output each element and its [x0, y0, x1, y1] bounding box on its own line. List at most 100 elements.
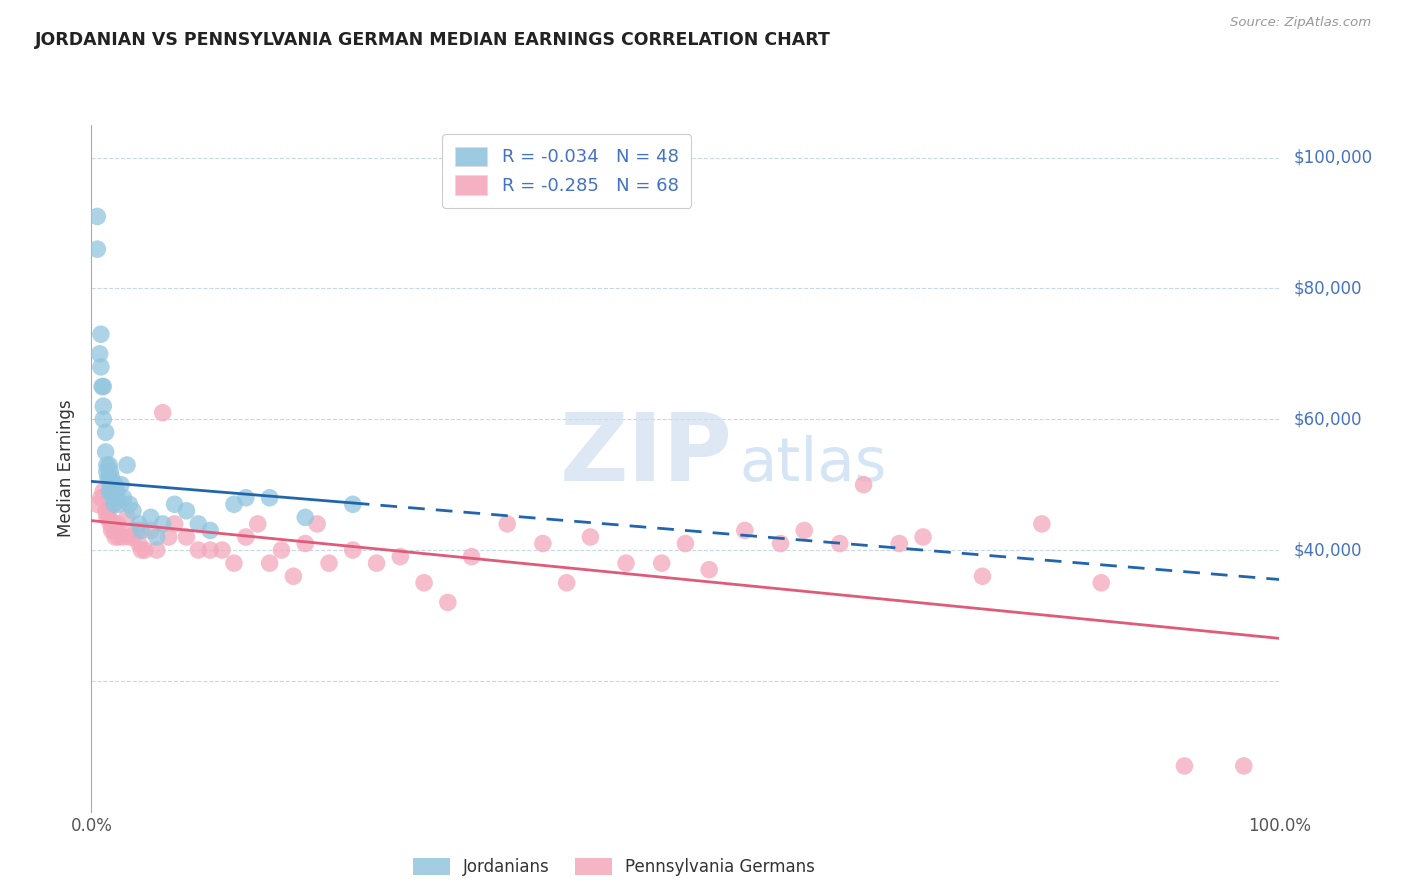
- Point: [129, 524, 152, 538]
- Point: [222, 497, 245, 511]
- Point: [734, 524, 756, 538]
- Point: [235, 491, 257, 505]
- Point: [90, 491, 112, 505]
- Point: [91, 399, 114, 413]
- Point: [118, 530, 141, 544]
- Point: [107, 491, 129, 505]
- Point: [118, 497, 141, 511]
- Point: [94, 504, 117, 518]
- Point: [100, 516, 122, 531]
- Point: [90, 359, 112, 374]
- Point: [793, 524, 815, 538]
- Point: [101, 516, 124, 531]
- Text: JORDANIAN VS PENNSYLVANIA GERMAN MEDIAN EARNINGS CORRELATION CHART: JORDANIAN VS PENNSYLVANIA GERMAN MEDIAN …: [35, 31, 831, 49]
- Point: [86, 497, 108, 511]
- Point: [104, 491, 127, 505]
- Point: [1031, 516, 1053, 531]
- Point: [389, 549, 412, 564]
- Point: [91, 484, 114, 499]
- Point: [614, 556, 637, 570]
- Point: [187, 516, 209, 531]
- Legend: Jordanians, Pennsylvania Germans: Jordanians, Pennsylvania Germans: [406, 851, 821, 882]
- Text: ZIP: ZIP: [560, 409, 733, 500]
- Point: [107, 497, 129, 511]
- Point: [100, 471, 122, 485]
- Point: [91, 412, 114, 426]
- Point: [115, 458, 138, 472]
- Y-axis label: Median Earnings: Median Earnings: [58, 400, 76, 537]
- Point: [1173, 759, 1195, 773]
- Point: [122, 504, 145, 518]
- Point: [105, 524, 128, 538]
- Point: [103, 524, 125, 538]
- Point: [579, 530, 602, 544]
- Point: [259, 491, 281, 505]
- Point: [98, 471, 121, 485]
- Point: [97, 471, 120, 485]
- Point: [911, 530, 934, 544]
- Point: [889, 536, 911, 550]
- Text: $60,000: $60,000: [1294, 410, 1362, 428]
- Point: [972, 569, 994, 583]
- Point: [145, 543, 167, 558]
- Point: [91, 379, 114, 393]
- Point: [187, 543, 209, 558]
- Point: [112, 491, 135, 505]
- Point: [98, 484, 121, 499]
- Point: [294, 536, 316, 550]
- Point: [342, 543, 364, 558]
- Point: [163, 516, 186, 531]
- Point: [101, 477, 124, 491]
- Point: [112, 530, 135, 544]
- Point: [211, 543, 233, 558]
- Point: [152, 406, 174, 420]
- Point: [94, 425, 117, 440]
- Point: [129, 543, 152, 558]
- Text: $80,000: $80,000: [1294, 279, 1362, 297]
- Point: [1233, 759, 1256, 773]
- Point: [152, 516, 174, 531]
- Point: [342, 497, 364, 511]
- Point: [157, 530, 180, 544]
- Text: Source: ZipAtlas.com: Source: ZipAtlas.com: [1230, 16, 1371, 29]
- Point: [90, 327, 112, 342]
- Point: [125, 524, 148, 538]
- Text: atlas: atlas: [740, 435, 886, 494]
- Point: [270, 543, 292, 558]
- Point: [176, 504, 198, 518]
- Point: [86, 210, 108, 224]
- Point: [307, 516, 329, 531]
- Point: [769, 536, 792, 550]
- Point: [94, 445, 117, 459]
- Point: [318, 556, 340, 570]
- Point: [100, 524, 122, 538]
- Point: [200, 524, 222, 538]
- Point: [100, 477, 122, 491]
- Point: [86, 242, 108, 256]
- Point: [852, 477, 875, 491]
- Point: [105, 484, 128, 499]
- Point: [128, 516, 150, 531]
- Point: [828, 536, 851, 550]
- Point: [555, 575, 578, 590]
- Point: [283, 569, 305, 583]
- Point: [145, 530, 167, 544]
- Point: [134, 543, 156, 558]
- Point: [122, 530, 145, 544]
- Point: [110, 524, 132, 538]
- Point: [697, 563, 720, 577]
- Text: $100,000: $100,000: [1294, 149, 1372, 167]
- Point: [235, 530, 257, 544]
- Point: [294, 510, 316, 524]
- Point: [413, 575, 436, 590]
- Point: [89, 347, 111, 361]
- Point: [1090, 575, 1112, 590]
- Point: [91, 379, 114, 393]
- Point: [104, 477, 127, 491]
- Point: [96, 458, 118, 472]
- Point: [107, 530, 129, 544]
- Point: [100, 465, 122, 479]
- Point: [110, 477, 132, 491]
- Point: [97, 504, 120, 518]
- Point: [460, 549, 482, 564]
